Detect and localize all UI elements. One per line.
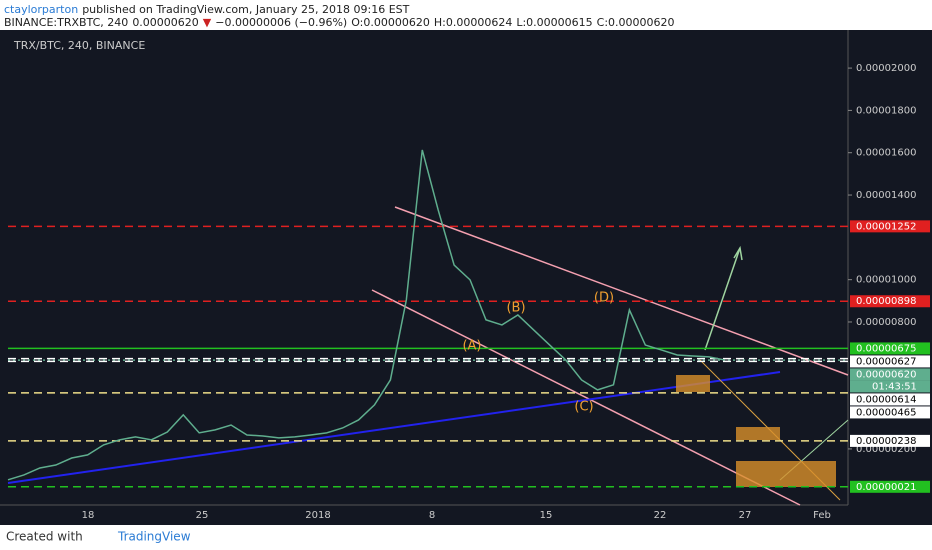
level-label: 0.00000620 xyxy=(856,369,916,380)
footer-brand[interactable]: TradingView xyxy=(117,530,191,544)
level-badge xyxy=(850,368,930,381)
price-line xyxy=(7,149,726,481)
level-badge xyxy=(850,295,930,308)
last: 0.00000620 xyxy=(132,16,199,29)
close: C:0.00000620 xyxy=(596,16,675,29)
low: L:0.00000615 xyxy=(516,16,593,29)
x-tick-label: 27 xyxy=(739,510,752,521)
user[interactable]: ctaylorparton xyxy=(4,3,79,16)
open: O:0.00000620 xyxy=(351,16,430,29)
wave-label: (A) xyxy=(462,339,481,354)
y-tick-label: 0.00000200 xyxy=(856,444,916,455)
level-label: 0.00000627 xyxy=(856,356,916,367)
high: H:0.00000624 xyxy=(433,16,513,29)
y-tick-label: 0.00001000 xyxy=(856,275,916,286)
publish-line: ctaylorparton published on TradingView.co… xyxy=(4,3,413,16)
level-label: 0.00000021 xyxy=(856,482,916,493)
published: published on TradingView.com, January 25… xyxy=(82,3,410,16)
x-tick-label: 15 xyxy=(540,510,553,521)
chart-title: TRX/BTC, 240, BINANCE xyxy=(13,39,145,52)
level-label: 0.00000238 xyxy=(856,436,916,447)
countdown-badge xyxy=(850,380,930,393)
quote-line: BINANCE:TRXBTC, 240 0.00000620 ▼ −0.0000000… xyxy=(4,16,675,29)
level-label: 0.00000614 xyxy=(856,394,916,405)
y-tick-label: 0.00002000 xyxy=(856,63,916,74)
level-badge xyxy=(850,480,930,493)
level-badge xyxy=(850,406,930,419)
wave-label: (D) xyxy=(594,291,614,306)
y-tick-label: 0.00001600 xyxy=(856,148,916,159)
wave-label: (C) xyxy=(574,400,593,415)
level-label: 0.00001252 xyxy=(856,221,916,232)
wave-label: (B) xyxy=(506,301,525,316)
level-label: 0.00000675 xyxy=(856,343,916,354)
footer-created: Created with xyxy=(6,530,83,544)
x-tick-label: 2018 xyxy=(305,510,330,521)
y-tick-label: 0.00001800 xyxy=(856,105,916,116)
level-badge xyxy=(850,355,930,368)
y-tick-label: 0.00000800 xyxy=(856,317,916,328)
level-badge xyxy=(850,342,930,355)
x-tick-label: 18 xyxy=(82,510,95,521)
y-tick-label: 0.00001400 xyxy=(856,190,916,201)
level-label: 0.00000465 xyxy=(856,407,916,418)
x-tick-label: Feb xyxy=(813,510,831,521)
x-tick-label: 8 xyxy=(429,510,435,521)
level-label: 0.00000898 xyxy=(856,296,916,307)
level-badge xyxy=(850,220,930,233)
x-tick-label: 22 xyxy=(654,510,667,521)
x-tick-label: 25 xyxy=(196,510,209,521)
chart-bg xyxy=(0,30,932,525)
drawings xyxy=(7,206,849,506)
countdown: 01:43:51 xyxy=(872,381,917,392)
symbol: BINANCE:TRXBTC, 240 xyxy=(4,16,129,29)
level-badge xyxy=(850,434,930,447)
level-badge xyxy=(850,393,930,406)
change: −0.00000006 (−0.96%) xyxy=(215,16,348,29)
